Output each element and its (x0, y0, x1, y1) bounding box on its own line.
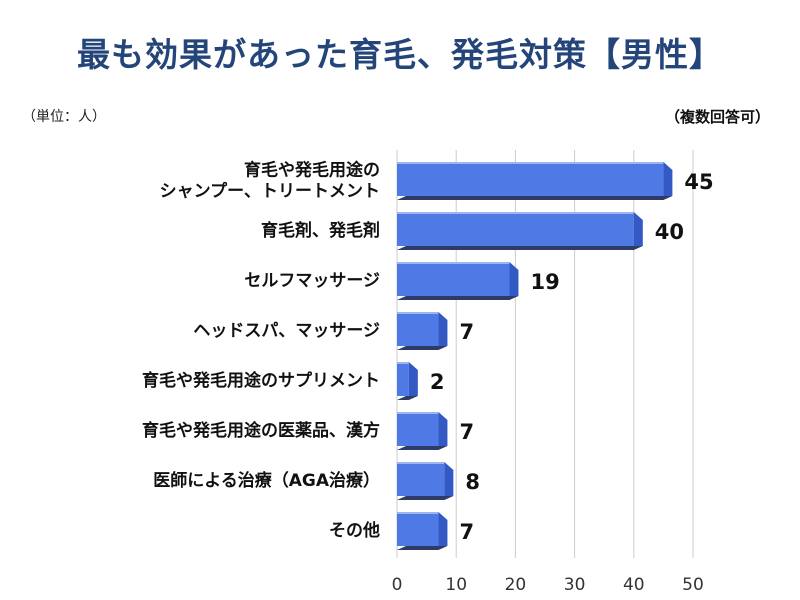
bar-front-face (397, 462, 445, 496)
bar-side-face (663, 162, 673, 196)
bar-side-face (408, 362, 418, 396)
category-label: シャンプー、トリートメント (160, 181, 380, 202)
bar (397, 362, 418, 400)
value-label: 19 (530, 270, 559, 294)
bar-side-face (444, 462, 454, 496)
bars (397, 162, 673, 550)
category-label: 育毛や発毛用途の (244, 160, 380, 181)
x-tick-label: 30 (564, 575, 586, 595)
x-tick-label: 20 (505, 575, 527, 595)
bar-front-face (397, 512, 439, 546)
bar-front-face (397, 312, 439, 346)
bar-bottom-face (397, 296, 519, 300)
bar (397, 512, 448, 550)
bar (397, 212, 643, 250)
bar (397, 162, 673, 200)
bar-top-face (397, 312, 439, 314)
bar-bottom-face (397, 246, 643, 250)
value-labels: 45 40 19 7 2 7 8 7 (430, 170, 714, 544)
value-label: 7 (459, 320, 474, 344)
bar-top-face (397, 212, 634, 214)
bar-front-face (397, 262, 510, 296)
x-tick-label: 10 (445, 575, 467, 595)
category-label: セルフマッサージ (244, 271, 380, 291)
x-tick-label: 50 (682, 575, 704, 595)
value-label: 40 (655, 220, 684, 244)
bar-front-face (397, 412, 439, 446)
category-labels: 育毛や発毛用途のシャンプー、トリートメント育毛剤、発毛剤セルフマッサージヘッドス… (142, 160, 380, 542)
bar-side-face (438, 412, 448, 446)
bar-bottom-face (397, 396, 418, 400)
chart-title: 最も効果があった育毛、発毛対策【男性】 (77, 35, 723, 74)
unit-note: （単位：人） (22, 109, 106, 125)
category-label: 育毛や発毛用途の医薬品、漢方 (142, 420, 380, 441)
category-label: 育毛や発毛用途のサプリメント (142, 370, 380, 391)
bar-top-face (397, 412, 439, 414)
bar-bottom-face (397, 496, 454, 500)
bar (397, 262, 519, 300)
bar-side-face (438, 512, 448, 546)
bar (397, 312, 448, 350)
bar-top-face (397, 262, 510, 264)
bar-side-face (438, 312, 448, 346)
bar-top-face (397, 462, 445, 464)
bar-bottom-face (397, 196, 673, 200)
bar-side-face (633, 212, 643, 246)
bar-front-face (397, 162, 664, 196)
value-label: 7 (459, 520, 474, 544)
category-label: 医師による治療（AGA治療） (153, 470, 380, 491)
bar (397, 412, 448, 450)
bar-front-face (397, 212, 634, 246)
x-axis-ticks: 0 10 20 30 40 50 (392, 575, 704, 595)
bar-top-face (397, 162, 664, 164)
value-label: 2 (430, 370, 445, 394)
bar-bottom-face (397, 446, 448, 450)
bar-bottom-face (397, 346, 448, 350)
value-label: 8 (465, 470, 480, 494)
bar-top-face (397, 512, 439, 514)
bar (397, 462, 454, 500)
bar-bottom-face (397, 546, 448, 550)
multiple-answers-note: （複数回答可） (664, 108, 770, 126)
x-tick-label: 0 (392, 575, 403, 595)
bar-side-face (509, 262, 519, 296)
category-label: その他 (329, 520, 380, 541)
category-label: 育毛剤、発毛剤 (261, 220, 380, 241)
x-tick-label: 40 (623, 575, 645, 595)
bar-top-face (397, 362, 409, 364)
bar-front-face (397, 362, 409, 396)
value-label: 7 (459, 420, 474, 444)
category-label: ヘッドスパ、マッサージ (193, 321, 380, 341)
value-label: 45 (684, 170, 713, 194)
